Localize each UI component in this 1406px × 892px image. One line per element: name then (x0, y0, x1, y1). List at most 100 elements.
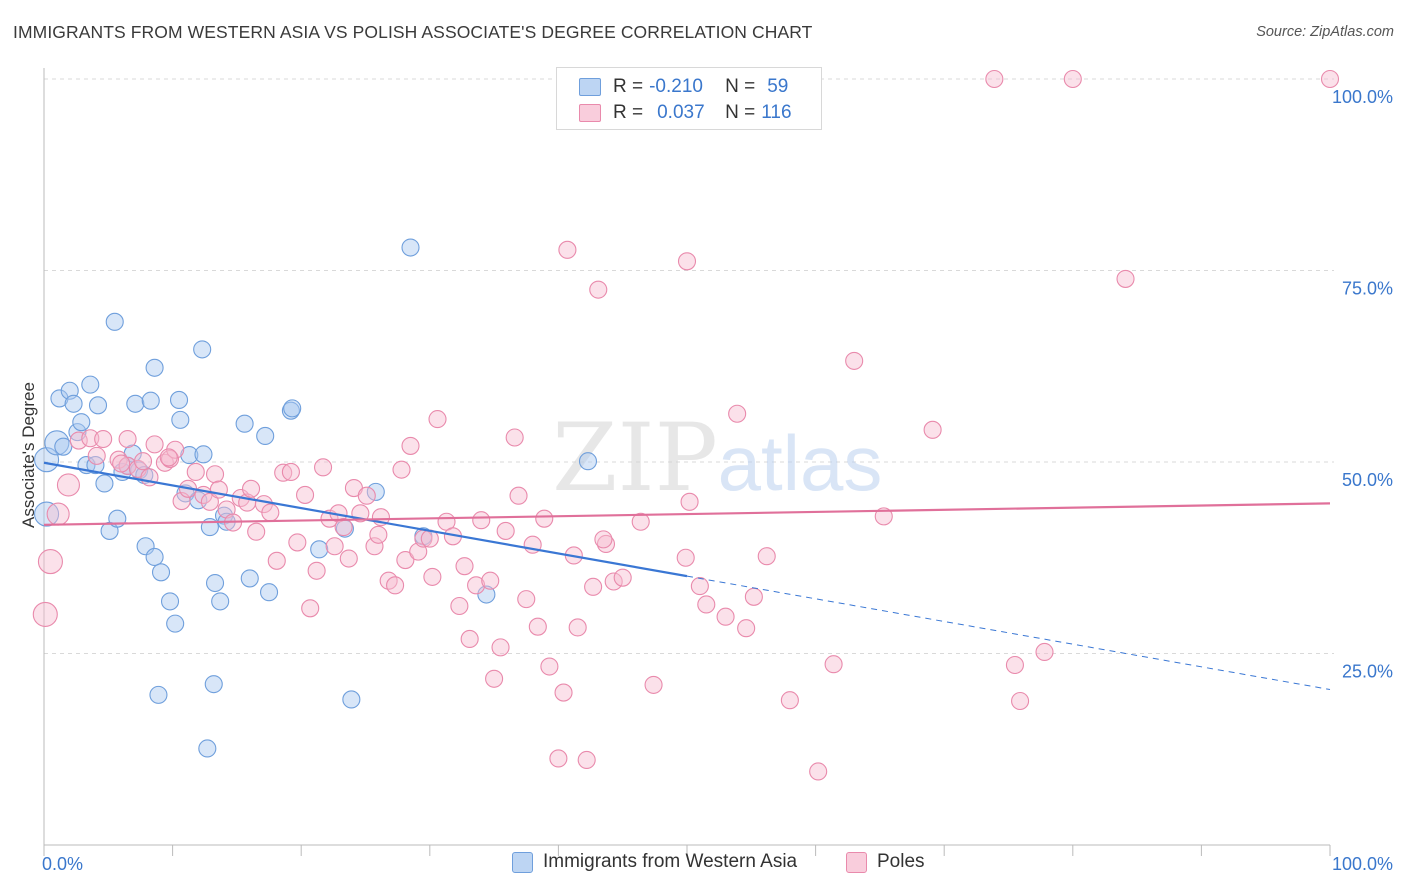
data-point-poles (584, 577, 603, 596)
data-point-western-asia (256, 426, 275, 446)
data-point-poles (460, 629, 479, 648)
data-point-western-asia (88, 396, 108, 415)
y-tick-label: 50.0% (1342, 470, 1393, 490)
legend-r-label: R = (613, 102, 644, 123)
data-point-poles (396, 550, 415, 570)
data-point-poles (205, 465, 225, 484)
stats-legend: R = -0.210 N = 59 R = 0.037 N = 116 (556, 67, 822, 130)
data-point-western-asia (259, 583, 279, 602)
data-point-western-asia (81, 375, 100, 394)
data-point-poles (81, 429, 100, 448)
data-point-poles (589, 280, 608, 299)
data-point-western-asia (95, 474, 114, 493)
data-point-western-asia (64, 394, 83, 413)
data-point-poles (200, 492, 219, 511)
grid-layer (44, 78, 1334, 654)
data-point-poles (824, 655, 843, 674)
data-point-poles (613, 568, 632, 587)
legend-n-label: N = (725, 102, 756, 123)
data-point-poles (267, 551, 286, 570)
data-point-western-asia (180, 446, 199, 465)
data-point-western-asia (145, 547, 164, 567)
data-point-poles (728, 404, 747, 423)
data-point-poles (923, 420, 942, 439)
data-point-poles (1320, 69, 1340, 89)
data-point-poles (288, 533, 307, 552)
legend-row-blue: R = -0.210 N = 59 (579, 75, 788, 99)
legend-n-value-blue: 59 (767, 76, 789, 97)
data-point-western-asia (204, 675, 223, 694)
data-point-poles (386, 576, 405, 595)
watermark: ZIP atlas (552, 404, 882, 513)
data-point-western-asia (72, 413, 91, 432)
data-point-poles (296, 485, 315, 504)
data-point-western-asia (160, 592, 180, 611)
labels-layer: 25.0% 50.0% 75.0% 100.0% 0.0% 100.0% Associate… (19, 87, 1393, 874)
data-point-western-asia (151, 563, 171, 582)
data-point-poles (379, 571, 398, 590)
data-point-poles (274, 463, 293, 482)
data-point-poles (241, 479, 261, 498)
data-point-poles (809, 762, 828, 781)
data-point-poles (558, 240, 577, 259)
trendline-western-asia-extension (686, 575, 1331, 690)
data-point-western-asia (578, 452, 598, 471)
data-point-poles (325, 537, 344, 556)
data-point-poles (37, 549, 63, 575)
data-point-western-asia (342, 690, 361, 709)
data-point-poles (369, 525, 388, 544)
source-label: Source: ZipAtlas.com (1256, 24, 1394, 40)
data-point-poles (56, 473, 80, 497)
data-point-poles (145, 435, 164, 454)
series-legend-label-poles: Poles (877, 851, 925, 872)
data-point-poles (1063, 69, 1082, 89)
data-point-western-asia (193, 340, 212, 359)
data-point-poles (690, 577, 709, 596)
data-point-poles (568, 618, 587, 637)
data-point-western-asia (169, 390, 189, 410)
y-tick-label: 100.0% (1332, 87, 1393, 107)
data-point-poles (118, 429, 137, 449)
chart-title: IMMIGRANTS FROM WESTERN ASIA VS POLISH A… (13, 22, 813, 42)
data-point-western-asia (310, 540, 329, 559)
y-tick-label: 75.0% (1342, 279, 1393, 299)
data-point-poles (676, 548, 695, 567)
legend-n-value-pink: 116 (761, 102, 792, 123)
data-point-poles (357, 486, 376, 505)
data-point-poles (509, 486, 528, 505)
data-point-western-asia (50, 389, 69, 408)
data-point-poles (112, 454, 131, 473)
data-point-western-asia (194, 445, 213, 464)
data-point-poles (631, 512, 650, 531)
x-tick-label: 100.0% (1332, 854, 1393, 874)
trend-layer (43, 461, 1331, 690)
data-point-poles (423, 567, 442, 586)
data-point-poles (535, 509, 554, 528)
series-legend-item-poles: Poles (846, 851, 925, 873)
watermark-atlas: atlas (718, 419, 883, 507)
data-point-western-asia (401, 238, 420, 257)
data-point-poles (87, 446, 106, 465)
data-point-western-asia (211, 592, 230, 611)
data-point-poles (133, 452, 153, 471)
data-point-poles (334, 518, 353, 537)
data-point-poles (491, 638, 510, 657)
data-point-poles (69, 431, 88, 450)
data-point-western-asia (105, 312, 124, 331)
data-point-western-asia (235, 414, 254, 433)
data-point-poles (496, 521, 515, 540)
data-point-poles (780, 691, 799, 710)
legend-swatch-blue (579, 78, 601, 96)
data-point-poles (716, 607, 735, 626)
data-point-poles (1011, 691, 1030, 711)
data-point-poles (737, 619, 756, 638)
data-point-poles (401, 436, 420, 455)
data-point-western-asia (141, 391, 160, 410)
data-point-poles (339, 549, 358, 568)
axes-layer (43, 68, 1331, 856)
data-point-poles (281, 462, 300, 482)
data-point-western-asia (240, 569, 259, 588)
data-point-western-asia (171, 410, 190, 429)
data-point-western-asia (166, 614, 185, 633)
series-legend: Immigrants from Western Asia Poles (0, 851, 1406, 877)
